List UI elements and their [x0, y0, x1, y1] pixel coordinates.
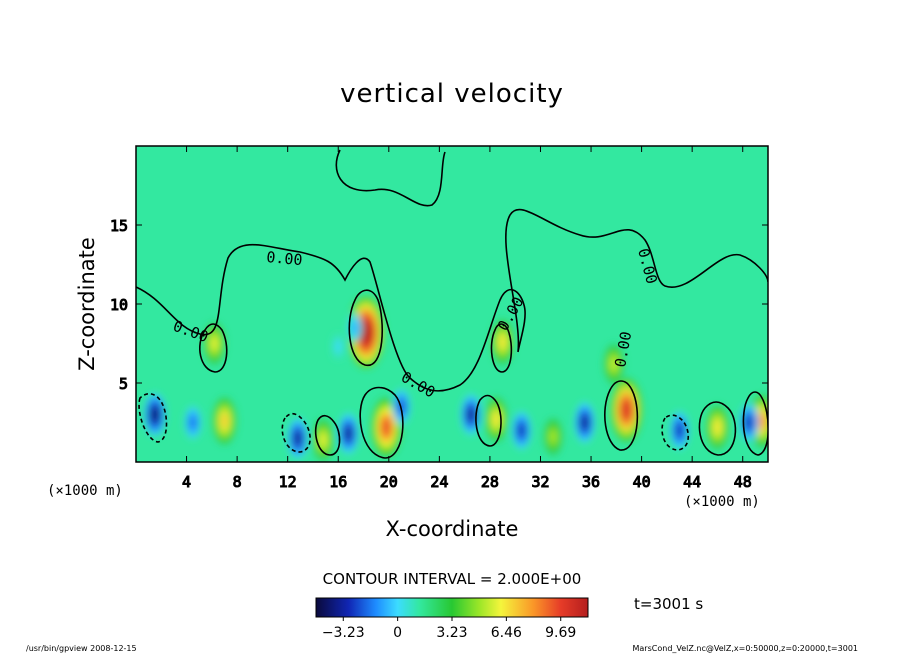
colorbar-ticks: −3.23 0 3.23 6.46 9.69: [322, 617, 576, 641]
x-tick-label: 44: [683, 473, 701, 491]
contour-interval: CONTOUR INTERVAL = 2.000E+00: [323, 570, 582, 588]
x-tick-label: 28: [481, 473, 499, 491]
field-feature-14: [184, 405, 202, 440]
contour-ring-3: [490, 323, 513, 373]
field-feature-9: [312, 418, 334, 462]
feature-level: [352, 323, 358, 333]
feature-level: [610, 357, 618, 371]
field-feature-22: [739, 403, 759, 442]
contour-ring-7: [742, 391, 768, 456]
feature-level: [581, 416, 588, 429]
x-tick-label: 8: [233, 473, 242, 491]
field-feature-15: [287, 418, 308, 459]
contour-ring-1: [348, 289, 384, 366]
colorbar-tick-label: 9.69: [545, 625, 576, 641]
feature-level: [345, 427, 352, 441]
field-feature-21: [670, 411, 690, 450]
y-tick-label: 5: [119, 375, 128, 393]
zero-contours: [136, 149, 768, 459]
footer-right: MarsCond_VelZ.nc@VelZ,x=0:50000,z=0:2000…: [633, 644, 859, 653]
x-unit-label: (×1000 m): [684, 494, 760, 510]
colorbar-tick-label: −3.23: [322, 625, 365, 641]
x-tick-label: 32: [531, 473, 549, 491]
zero-contour-upper: [335, 149, 446, 207]
contour-ring-6: [698, 401, 737, 456]
feature-level: [676, 424, 683, 437]
feature-level: [757, 412, 766, 430]
contour-ring-11: [661, 414, 690, 451]
colorbar: [315, 597, 589, 618]
field-feature-6: [485, 396, 508, 442]
feature-level: [210, 336, 218, 351]
field-feature-18: [460, 394, 482, 435]
chart-title: vertical velocity: [340, 79, 564, 109]
feature-level: [550, 430, 557, 443]
field-feature-13: [144, 393, 166, 436]
contour-label-1: 0.00: [266, 248, 304, 269]
feature-level: [294, 431, 302, 445]
contour-ring-4: [604, 380, 639, 451]
contour-ring-12: [314, 414, 341, 456]
x-tick-label: 48: [734, 473, 752, 491]
contour-label-6: 0.00: [611, 330, 635, 369]
feature-level: [467, 408, 475, 422]
field-feature-4: [212, 397, 237, 445]
field-feature-12: [543, 417, 563, 456]
plot-area: 0.00 0.00 0.00 0.00 0.00 0.00: [136, 146, 768, 462]
x-tick-label: 20: [380, 473, 398, 491]
feature-level: [336, 342, 341, 351]
field-feature-10: [706, 404, 729, 450]
contour-ring-10: [281, 412, 311, 453]
feature-level: [220, 413, 229, 429]
feature-level: [151, 407, 159, 422]
x-axis-label: X-coordinate: [386, 517, 519, 541]
x-tick-label: 36: [582, 473, 600, 491]
y-axis-label: Z-coordinate: [75, 237, 99, 371]
contour-ring-8: [475, 394, 502, 447]
field-feature-24: [331, 333, 345, 360]
field-feature-20: [574, 402, 595, 443]
y-tick-label: 10: [110, 296, 128, 314]
field-feature-19: [512, 411, 532, 450]
feature-level: [190, 417, 196, 428]
x-tick-label: 12: [279, 473, 297, 491]
feature-level: [745, 416, 753, 429]
feature-level: [498, 334, 507, 350]
feature-level: [360, 320, 372, 344]
x-tick-label: 16: [329, 473, 347, 491]
contour-ring-2: [199, 323, 228, 373]
feature-level: [621, 399, 632, 420]
x-tick-label: 4: [182, 473, 191, 491]
field-feature-23: [347, 313, 362, 343]
zero-contour-main: [136, 208, 768, 392]
footer-left: /usr/bin/gpview 2008-12-15: [26, 644, 137, 653]
feature-level: [319, 433, 327, 447]
time-label: t=3001 s: [634, 595, 703, 613]
velocity-field: [144, 296, 768, 462]
field-feature-8: [603, 343, 624, 385]
colorbar-tick-label: 6.46: [491, 625, 522, 641]
feature-level: [713, 420, 722, 435]
contour-ring-9: [138, 392, 168, 443]
x-tick-label: 24: [430, 473, 448, 491]
z-unit-label: (×1000 m): [47, 483, 123, 499]
feature-level: [518, 424, 525, 437]
field-feature-1: [203, 322, 226, 365]
x-tick-label: 40: [633, 473, 651, 491]
contour-ring-5: [359, 386, 404, 459]
colorbar-tick-label: 3.23: [436, 625, 467, 641]
colorbar-tick-label: 0: [393, 625, 402, 641]
y-tick-label: 15: [110, 217, 128, 235]
feature-level: [492, 412, 500, 427]
field-feature-16: [338, 413, 359, 454]
plot-background: [136, 146, 768, 462]
feature-level: [381, 417, 391, 437]
